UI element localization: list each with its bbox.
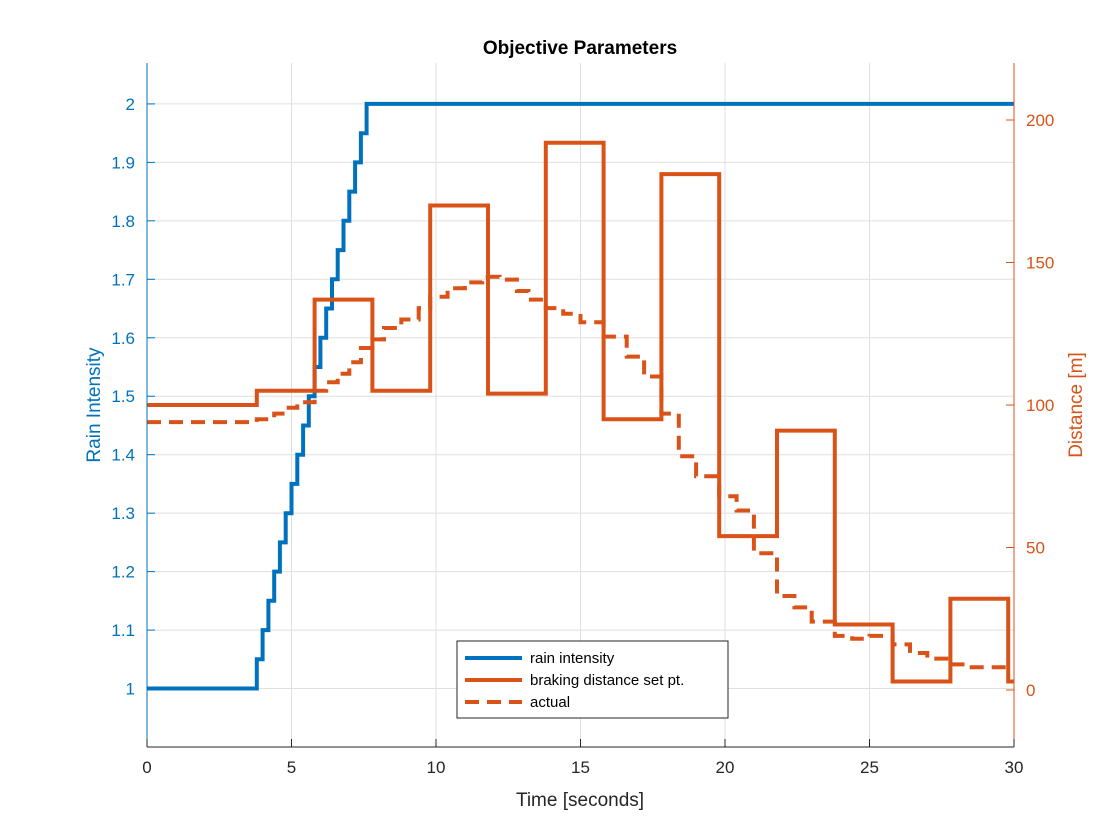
series-line-rain-intensity xyxy=(147,101,1014,691)
x-tick-label: 10 xyxy=(427,758,446,777)
x-tick-label: 0 xyxy=(142,758,151,777)
chart-title: Objective Parameters xyxy=(483,38,677,59)
series-line-braking-distance-set-pt xyxy=(147,140,1014,684)
x-tick-label: 30 xyxy=(1005,758,1024,777)
left-y-tick-label: 1.3 xyxy=(111,504,135,523)
legend-label-rain-intensity: rain intensity xyxy=(530,650,615,667)
left-y-tick-label: 2 xyxy=(126,95,135,114)
right-y-tick-label: 200 xyxy=(1026,111,1054,130)
axes: 0 5 10 15 20 25 3011.11.21.31.41.51.61.71.81.9… xyxy=(111,63,1054,777)
left-y-tick-label: 1.5 xyxy=(111,387,135,406)
left-y-tick-label: 1.4 xyxy=(111,446,135,465)
left-y-tick-label: 1.9 xyxy=(111,153,135,172)
x-tick-label: 20 xyxy=(716,758,735,777)
right-y-tick-label: 150 xyxy=(1026,254,1054,273)
x-axis-title: Time [seconds] xyxy=(516,790,644,811)
left-y-tick-label: 1.7 xyxy=(111,270,135,289)
legend: rain intensity braking distance set pt. … xyxy=(456,640,729,719)
left-y-tick-label: 1.6 xyxy=(111,329,135,348)
legend-label-braking-distance: braking distance set pt. xyxy=(530,672,684,689)
left-y-tick-label: 1 xyxy=(126,680,135,699)
right-y-axis-title: Distance [m] xyxy=(1066,352,1087,458)
x-tick-label: 5 xyxy=(287,758,296,777)
x-tick-label: 15 xyxy=(571,758,590,777)
left-y-tick-label: 1.8 xyxy=(111,212,135,231)
left-y-axis-title: Rain Intensity xyxy=(84,347,105,463)
legend-label-actual: actual xyxy=(530,694,570,711)
series-layer xyxy=(147,101,1014,691)
right-y-tick-label: 50 xyxy=(1026,539,1045,558)
x-tick-label: 25 xyxy=(860,758,879,777)
right-y-tick-label: 100 xyxy=(1026,396,1054,415)
left-y-tick-label: 1.2 xyxy=(111,563,135,582)
left-y-tick-label: 1.1 xyxy=(111,621,135,640)
series-line-actual xyxy=(147,274,1014,670)
right-y-tick-label: 0 xyxy=(1026,681,1035,700)
